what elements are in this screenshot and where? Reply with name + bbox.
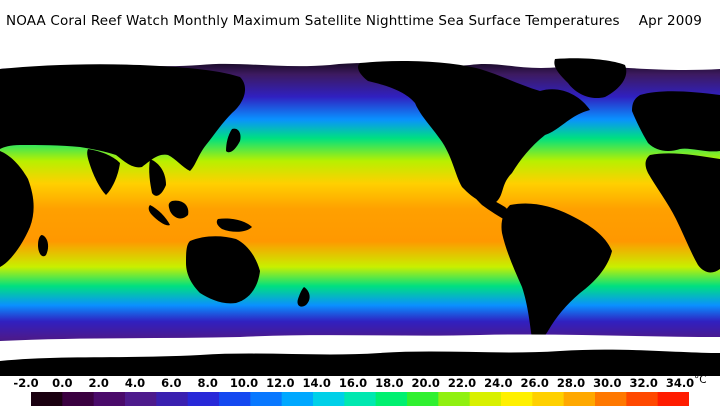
greenland [554, 58, 627, 99]
australia [186, 236, 260, 304]
color-swatch [563, 392, 596, 406]
sst-map [0, 55, 720, 376]
color-swatch [156, 392, 189, 406]
arctic-ice [0, 55, 720, 70]
legend-tick-label: 34.0 [665, 376, 695, 390]
legend-unit: °C [694, 374, 707, 386]
title-date: Apr 2009 [638, 13, 702, 29]
sumatra [148, 205, 170, 226]
japan [226, 128, 241, 153]
legend-tick-label: -2.0 [13, 376, 39, 390]
legend-tick-label: 20.0 [411, 376, 440, 390]
legend-tick-label: 6.0 [161, 376, 182, 390]
color-swatch [125, 392, 157, 406]
india [87, 149, 120, 195]
color-swatch [438, 392, 471, 406]
color-swatch [626, 392, 659, 406]
color-swatch [375, 392, 408, 406]
europe [632, 91, 720, 152]
madagascar [38, 235, 49, 257]
color-swatch [501, 392, 533, 406]
color-swatch [313, 392, 345, 406]
color-swatch [31, 392, 63, 406]
new-zealand [297, 287, 310, 307]
color-swatch [657, 392, 689, 406]
color-swatch [281, 392, 314, 406]
legend-tick-label: 2.0 [88, 376, 109, 390]
new-guinea [216, 218, 252, 232]
color-swatch [250, 392, 283, 406]
legend-tick-label: 32.0 [629, 376, 658, 390]
color-swatch [219, 392, 251, 406]
title-text: NOAA Coral Reef Watch Monthly Maximum Sa… [6, 13, 620, 29]
legend-tick-label: 26.0 [520, 376, 549, 390]
legend-labels: -2.0 0.0 2.0 4.0 6.0 8.0 10.0 12.0 14.0 16.0 18.0 2… [0, 376, 720, 391]
legend-tick-label: 0.0 [52, 376, 73, 390]
north-america [357, 61, 590, 204]
color-swatch [532, 392, 565, 406]
borneo [168, 200, 189, 219]
color-swatch [62, 392, 95, 406]
legend-tick-label: 28.0 [556, 376, 586, 390]
africa [0, 151, 34, 267]
color-swatch [187, 392, 220, 406]
legend-tick-label: 24.0 [484, 376, 513, 390]
color-swatch [595, 392, 627, 406]
land [0, 58, 720, 342]
legend-tick-label: 4.0 [124, 376, 146, 390]
legend-tick-label: 10.0 [229, 376, 259, 390]
color-swatch [93, 392, 126, 406]
antarctica [0, 349, 720, 376]
indochina [149, 159, 166, 196]
legend-tick-label: 12.0 [266, 376, 295, 390]
color-swatch [469, 392, 502, 406]
color-swatch [344, 392, 377, 406]
legend-tick-label: 16.0 [338, 376, 368, 390]
south-america [501, 203, 612, 342]
legend-tick-label: 8.0 [197, 376, 218, 390]
central-america [470, 187, 513, 223]
legend-tick-label: 14.0 [302, 376, 331, 390]
legend-tick-label: 30.0 [593, 376, 622, 390]
legend-tick-label: 22.0 [447, 376, 477, 390]
africa-east [645, 153, 720, 273]
color-swatch [407, 392, 439, 406]
legend-tick-label: 18.0 [375, 376, 404, 390]
asia [0, 64, 246, 171]
color-scale-bar [31, 392, 689, 406]
